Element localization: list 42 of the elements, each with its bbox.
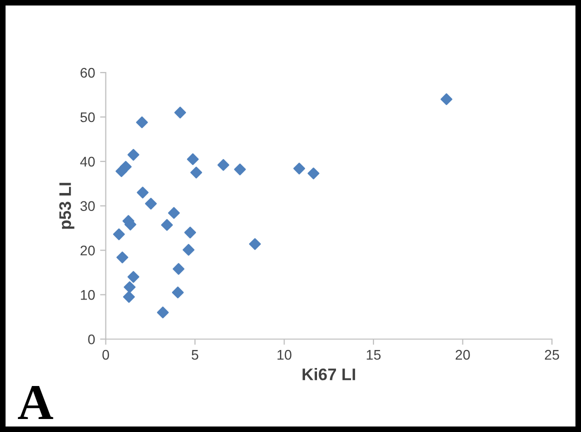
point: [145, 198, 157, 210]
x-tick-label: 0: [102, 350, 110, 360]
y-tick-label: 30: [80, 201, 95, 212]
x-tick-label: 15: [366, 350, 381, 360]
point: [136, 116, 148, 128]
point: [123, 291, 135, 303]
point: [293, 162, 306, 174]
point: [128, 148, 140, 161]
point: [168, 207, 180, 219]
x-tick-label: 5: [192, 350, 198, 360]
x-axis-title: Ki67 LI: [302, 368, 356, 380]
point: [217, 159, 230, 171]
point: [113, 228, 125, 240]
point: [249, 238, 261, 250]
y-tick-label: 0: [88, 334, 95, 344]
x-tick-label: 20: [456, 350, 470, 360]
point: [136, 186, 149, 198]
point: [186, 153, 199, 166]
point: [156, 306, 169, 318]
point: [172, 263, 184, 275]
y-tick-label: 20: [80, 246, 95, 256]
point: [184, 226, 196, 238]
point: [124, 281, 136, 294]
point: [128, 271, 140, 283]
point: [116, 165, 128, 178]
y-tick-label: 50: [80, 112, 95, 122]
point: [182, 244, 194, 256]
point: [161, 219, 173, 231]
point: [234, 164, 246, 176]
y-tick-label: 60: [80, 68, 95, 78]
point: [172, 286, 184, 298]
y-tick-label: 40: [80, 156, 95, 167]
point: [116, 251, 128, 264]
x-tick-label: 25: [544, 350, 560, 360]
point: [190, 166, 202, 178]
x-tick-label: 10: [278, 350, 292, 360]
text: A: [18, 386, 54, 420]
y-tick-label: 10: [80, 290, 95, 300]
point: [308, 168, 320, 180]
point: [440, 93, 452, 106]
point: [174, 106, 186, 118]
y-axis-title: p53 LI: [59, 182, 74, 229]
